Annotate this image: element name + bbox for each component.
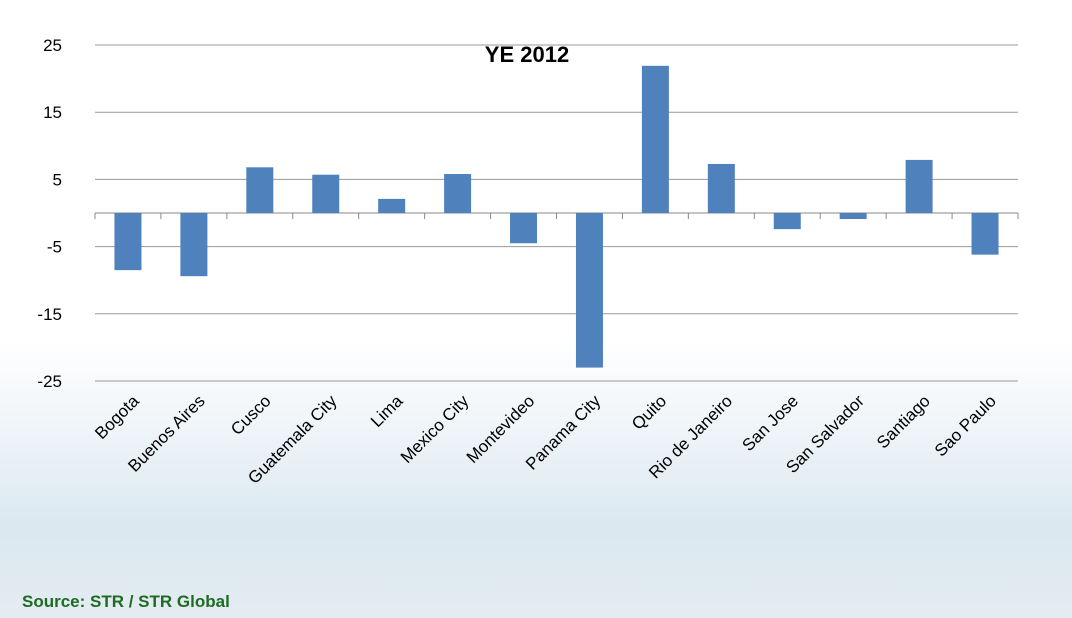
bar: [510, 213, 538, 244]
x-tick-label: San Jose: [739, 391, 803, 455]
bar: [641, 65, 669, 213]
y-tick-label: 15: [43, 103, 62, 122]
bar: [905, 159, 933, 213]
x-tick-label: Santiago: [873, 391, 934, 452]
x-tick-label: Bogota: [91, 391, 143, 443]
chart-title: YE 2012: [485, 42, 569, 67]
y-tick-label: 25: [43, 36, 62, 55]
bar: [971, 213, 999, 255]
y-tick-label: 5: [53, 170, 62, 189]
x-tick-label: Sao Paulo: [931, 391, 1000, 460]
x-tick-label: Cusco: [227, 391, 275, 439]
bar: [312, 174, 340, 213]
bar: [246, 167, 274, 213]
bar: [575, 213, 603, 368]
bar: [378, 198, 406, 213]
source-note: Source: STR / STR Global: [22, 592, 230, 611]
bar: [707, 163, 735, 213]
x-tick-label: Lima: [367, 391, 407, 431]
bar: [839, 213, 867, 220]
x-tick-label: Mexico City: [397, 391, 473, 467]
y-tick-label: -5: [47, 238, 62, 257]
y-tick-label: -15: [37, 305, 62, 324]
x-tick-label: Quito: [628, 391, 670, 433]
bar: [444, 174, 472, 213]
bar: [773, 213, 801, 230]
bar: [180, 213, 208, 277]
bar: [114, 213, 142, 271]
y-tick-label: -25: [37, 372, 62, 391]
